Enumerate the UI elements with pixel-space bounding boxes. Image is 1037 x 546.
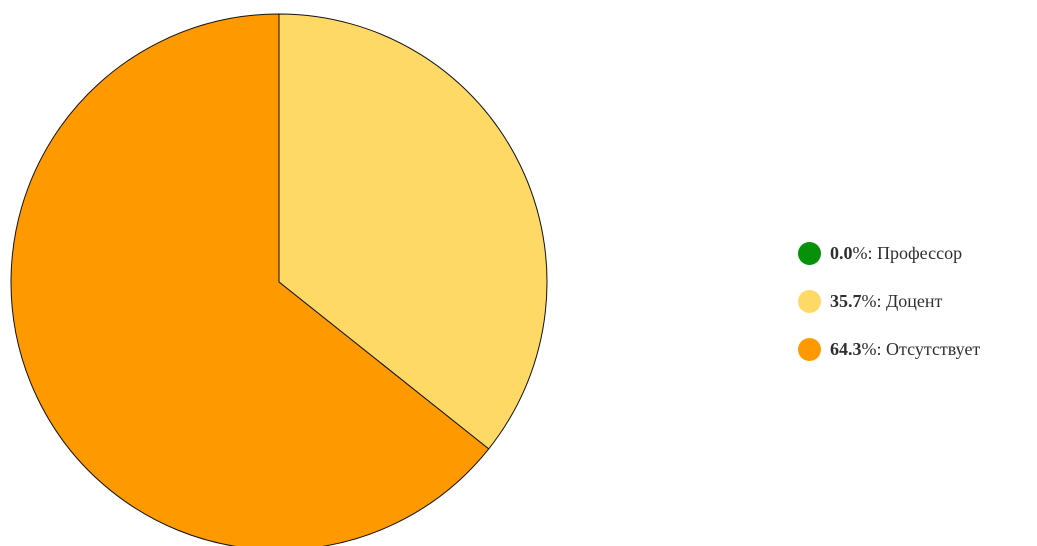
legend-label-professor: Профессор — [877, 242, 963, 263]
legend-percent-professor: % — [852, 242, 868, 263]
legend-item-absent: 64.3 % : Отсутствует — [798, 325, 1033, 373]
legend-dot-professor — [798, 241, 821, 265]
legend-label-docent: Доцент — [886, 290, 943, 311]
legend-item-professor: 0.0 % : Профессор — [798, 229, 1033, 277]
legend-value-docent: 35.7 — [830, 290, 862, 311]
legend-dot-absent — [798, 337, 821, 361]
legend-separator-absent: : — [876, 338, 887, 359]
legend-percent-absent: % — [861, 338, 877, 359]
legend-label-absent: Отсутствует — [886, 338, 981, 359]
pie-slice-docent — [278, 13, 548, 450]
legend: 0.0 % : Профессор 35.7 % : Доцент 64.3 %… — [798, 229, 1033, 373]
pie-slice-absent — [10, 13, 490, 546]
legend-percent-docent: % — [861, 290, 877, 311]
legend-value-professor: 0.0 — [830, 242, 853, 263]
legend-item-docent: 35.7 % : Доцент — [798, 277, 1033, 325]
legend-separator-docent: : — [876, 290, 887, 311]
legend-value-absent: 64.3 — [830, 338, 862, 359]
legend-dot-docent — [798, 289, 821, 313]
pie-svg — [10, 13, 548, 546]
legend-separator-professor: : — [867, 242, 878, 263]
pie-chart — [10, 13, 548, 546]
